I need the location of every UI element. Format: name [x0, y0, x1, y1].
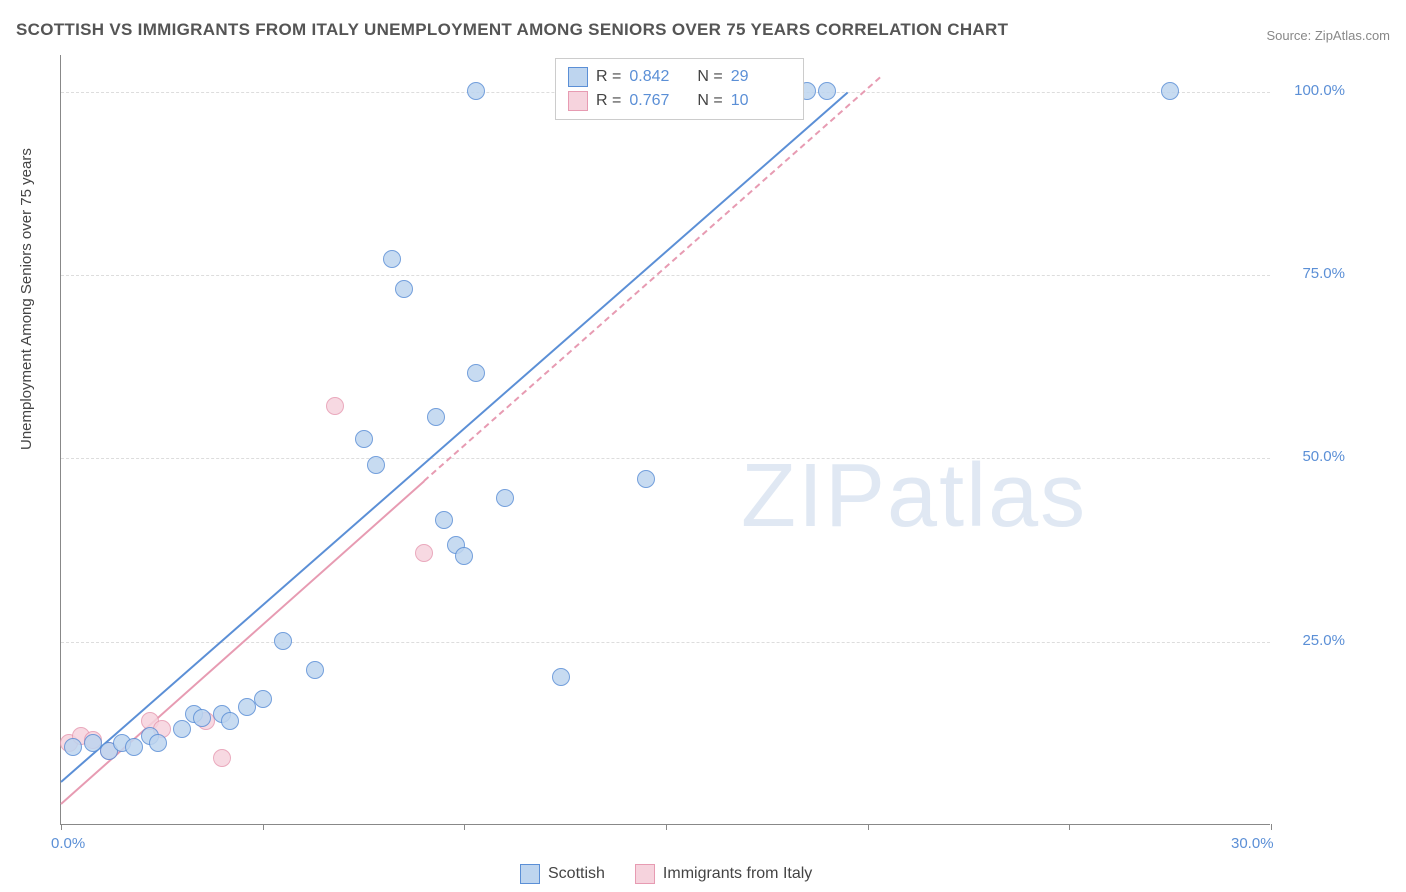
x-tick	[1069, 824, 1070, 830]
y-axis-label: Unemployment Among Seniors over 75 years	[18, 148, 35, 450]
data-point-scottish	[467, 364, 485, 382]
data-point-scottish	[254, 690, 272, 708]
data-point-scottish	[496, 489, 514, 507]
stats-legend: R = 0.842 N = 29 R = 0.767 N = 10	[555, 58, 804, 120]
data-point-scottish	[467, 82, 485, 100]
n-value-scottish: 29	[731, 68, 791, 86]
x-tick	[868, 824, 869, 830]
data-point-italy	[415, 544, 433, 562]
swatch-scottish	[520, 864, 540, 884]
swatch-scottish	[568, 67, 588, 87]
scatter-plot: ZIPatlas 25.0%50.0%75.0%100.0%0.0%30.0%	[60, 55, 1270, 825]
data-point-italy	[326, 397, 344, 415]
x-tick-label: 30.0%	[1231, 835, 1274, 852]
swatch-italy	[635, 864, 655, 884]
data-point-scottish	[306, 661, 324, 679]
y-tick-label: 25.0%	[1302, 632, 1345, 649]
data-point-scottish	[64, 738, 82, 756]
data-point-scottish	[193, 709, 211, 727]
n-label: N =	[697, 68, 722, 86]
data-point-scottish	[274, 632, 292, 650]
r-label: R =	[596, 68, 621, 86]
data-point-scottish	[125, 738, 143, 756]
y-tick-label: 100.0%	[1294, 82, 1345, 99]
x-tick	[263, 824, 264, 830]
y-tick-label: 50.0%	[1302, 448, 1345, 465]
data-point-scottish	[367, 456, 385, 474]
data-point-scottish	[435, 511, 453, 529]
watermark: ZIPatlas	[741, 445, 1087, 548]
gridline	[61, 275, 1270, 276]
stats-row-italy: R = 0.767 N = 10	[568, 89, 791, 113]
data-point-scottish	[383, 250, 401, 268]
gridline	[61, 458, 1270, 459]
data-point-scottish	[355, 430, 373, 448]
data-point-scottish	[455, 547, 473, 565]
y-tick-label: 75.0%	[1302, 265, 1345, 282]
series-legend: Scottish Immigrants from Italy	[520, 864, 812, 884]
data-point-scottish	[221, 712, 239, 730]
x-tick	[1271, 824, 1272, 830]
legend-item-scottish: Scottish	[520, 864, 605, 884]
legend-item-italy: Immigrants from Italy	[635, 864, 812, 884]
data-point-scottish	[552, 668, 570, 686]
trend-line	[423, 77, 880, 482]
chart-title: SCOTTISH VS IMMIGRANTS FROM ITALY UNEMPL…	[16, 20, 1008, 40]
data-point-scottish	[818, 82, 836, 100]
legend-label-scottish: Scottish	[548, 865, 605, 883]
x-tick	[666, 824, 667, 830]
r-value-italy: 0.767	[629, 92, 689, 110]
n-label: N =	[697, 92, 722, 110]
data-point-scottish	[149, 734, 167, 752]
x-tick-label: 0.0%	[51, 835, 85, 852]
r-label: R =	[596, 92, 621, 110]
data-point-scottish	[427, 408, 445, 426]
data-point-scottish	[637, 470, 655, 488]
r-value-scottish: 0.842	[629, 68, 689, 86]
data-point-scottish	[173, 720, 191, 738]
swatch-italy	[568, 91, 588, 111]
data-point-italy	[213, 749, 231, 767]
x-tick	[61, 824, 62, 830]
x-tick	[464, 824, 465, 830]
legend-label-italy: Immigrants from Italy	[663, 865, 812, 883]
data-point-scottish	[395, 280, 413, 298]
data-point-scottish	[1161, 82, 1179, 100]
n-value-italy: 10	[731, 92, 791, 110]
trend-line	[60, 92, 848, 783]
source-label: Source: ZipAtlas.com	[1266, 28, 1390, 43]
stats-row-scottish: R = 0.842 N = 29	[568, 65, 791, 89]
